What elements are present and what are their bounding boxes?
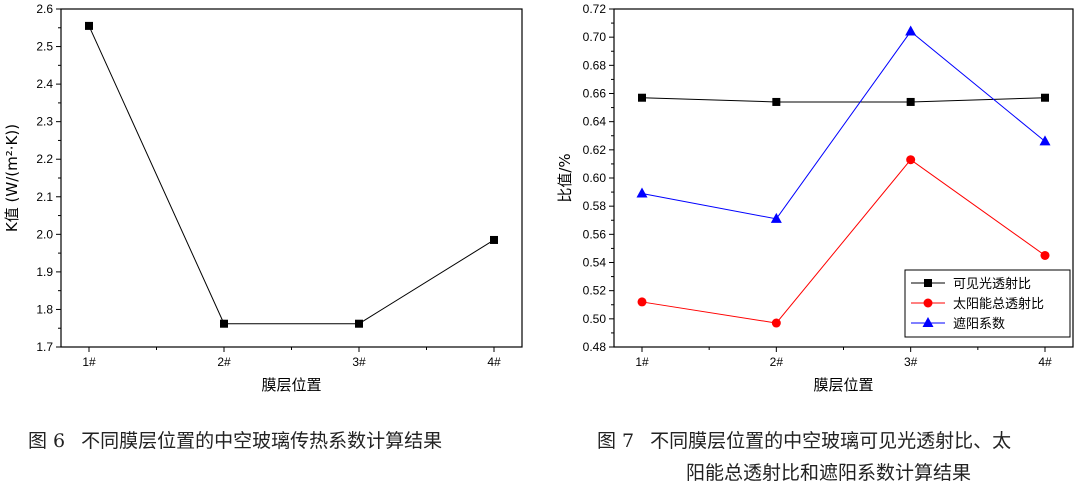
figure-7-caption: 图 7 不同膜层位置的中空玻璃可见光透射比、太 — [597, 426, 1011, 453]
y-tick-label: 2.3 — [36, 115, 53, 129]
figure-7-caption-text-line2: 阳能总透射比和遮阳系数计算结果 — [686, 462, 972, 484]
series-3-point — [1039, 135, 1051, 146]
legend-label: 可见光透射比 — [953, 276, 1031, 292]
y-tick-label: 1.9 — [36, 265, 53, 279]
series-1-point — [772, 97, 781, 106]
y-tick-label: 0.52 — [583, 284, 607, 298]
x-tick-label: 2# — [770, 355, 784, 369]
series-3-point — [636, 187, 648, 198]
series-2-point — [906, 155, 916, 165]
y-tick-label: 1.8 — [36, 302, 53, 316]
y-tick-label: 2.6 — [36, 2, 53, 16]
x-axis-label: 膜层位置 — [261, 376, 321, 394]
series-1-point — [355, 319, 363, 328]
y-tick-label: 2.2 — [36, 152, 53, 166]
y-tick-label: 0.72 — [583, 2, 607, 16]
series-3-point — [770, 212, 782, 223]
x-axis-label: 膜层位置 — [813, 376, 873, 394]
series-1-point — [85, 21, 93, 30]
x-tick-label: 1# — [82, 355, 96, 369]
figure-7-caption-line2: 阳能总透射比和遮阳系数计算结果 — [686, 458, 971, 485]
legend-label: 遮阳系数 — [953, 316, 1005, 332]
series-3-line — [641, 30, 1046, 220]
y-tick-label: 0.64 — [583, 115, 607, 129]
series-2-point — [637, 297, 647, 307]
y-tick-label: 1.7 — [36, 340, 53, 354]
x-tick-label: 4# — [1038, 355, 1052, 369]
series-2-line — [641, 159, 1046, 324]
x-tick-label: 3# — [904, 355, 918, 369]
series-1-point — [220, 319, 228, 328]
x-tick-label: 1# — [635, 355, 649, 369]
x-tick-label: 2# — [217, 355, 231, 369]
series-1-line — [641, 97, 1046, 103]
legend-marker — [923, 298, 933, 308]
series-1-line — [88, 25, 495, 325]
legend-label: 太阳能总透射比 — [953, 296, 1044, 312]
series-2-point — [1040, 250, 1050, 260]
plot-frame — [60, 8, 523, 348]
y-tick-label: 0.66 — [583, 87, 607, 101]
y-tick-label: 0.50 — [583, 312, 607, 326]
series-1-point — [906, 97, 915, 106]
y-tick-label: 0.48 — [583, 340, 607, 354]
y-tick-label: 0.54 — [583, 256, 607, 270]
k-value-chart: 1.7 1.8 1.9 2.0 2.1 2.2 2.3 2.4 2.5 2.6 1# 2# 3# 4# 膜层… — [3, 2, 523, 394]
series-1-point — [490, 235, 498, 244]
y-axis-label: 比值/% — [556, 153, 574, 202]
figure-6-caption: 图 6 不同膜层位置的中空玻璃传热系数计算结果 — [28, 426, 442, 453]
x-tick-label: 4# — [487, 355, 501, 369]
y-tick-label: 2.5 — [36, 40, 53, 54]
y-tick-label: 0.62 — [583, 143, 607, 157]
series-2-point — [771, 318, 781, 328]
series-1-point — [1041, 93, 1049, 102]
legend-marker — [922, 317, 934, 327]
transmittance-chart: 0.48 0.50 0.52 0.54 0.56 0.58 0.60 0.62 0.64 0.66… — [556, 2, 1074, 394]
y-tick-label: 0.68 — [583, 58, 607, 72]
figure-6-number: 图 6 — [28, 430, 66, 452]
series-1-point — [638, 93, 646, 102]
y-tick-label: 2.1 — [36, 190, 53, 204]
legend-marker — [924, 279, 932, 287]
y-tick-label: 0.60 — [583, 171, 607, 185]
series-3-point — [905, 25, 917, 36]
figure-7-caption-text-line1: 不同膜层位置的中空玻璃可见光透射比、太 — [650, 430, 1012, 452]
figure-7-number: 图 7 — [597, 430, 635, 452]
y-tick-label: 2.0 — [36, 227, 53, 241]
y-axis-label: K值 (W/(m²·K)) — [3, 124, 21, 232]
y-tick-label: 0.70 — [583, 30, 607, 44]
y-tick-label: 0.58 — [583, 199, 607, 213]
x-tick-label: 3# — [352, 355, 366, 369]
figure-6-caption-text: 不同膜层位置的中空玻璃传热系数计算结果 — [81, 430, 443, 452]
y-tick-label: 0.56 — [583, 227, 607, 241]
y-tick-label: 2.4 — [36, 77, 53, 91]
